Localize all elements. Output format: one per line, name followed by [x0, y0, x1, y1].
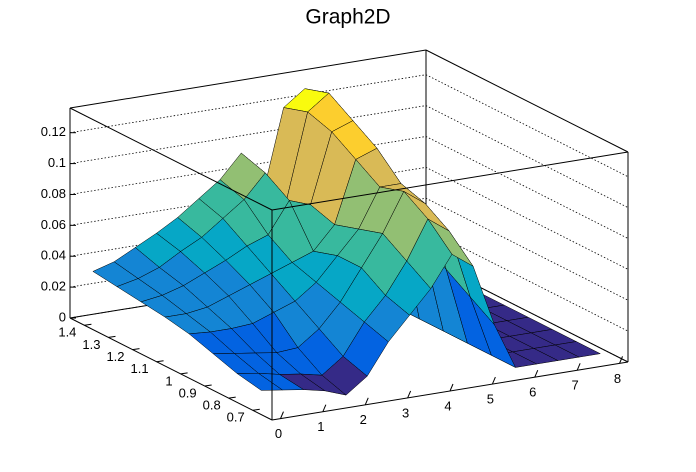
y-tick-label: 0.9	[179, 385, 197, 400]
surface-cell	[236, 372, 284, 391]
box-edge	[69, 107, 273, 211]
box-edge	[69, 317, 273, 421]
z-tick-label: 0.06	[41, 217, 66, 232]
x-tick	[619, 356, 623, 364]
z-tick-label: 0.02	[41, 279, 66, 294]
y-tick-label: 1.4	[58, 325, 76, 340]
y-tick-label: 0.7	[227, 410, 245, 425]
y-tick	[252, 408, 260, 411]
grid-line	[69, 74, 629, 178]
x-tick-label: 1	[317, 419, 324, 434]
x-tick-label: 2	[360, 412, 367, 427]
x-tick	[449, 383, 454, 392]
z-tick-label: 0	[59, 309, 66, 324]
x-tick-label: 0	[275, 426, 282, 441]
grid-line	[69, 166, 629, 270]
x-tick	[407, 390, 412, 399]
x-tick	[491, 376, 496, 385]
box-edge	[271, 151, 629, 211]
y-tick	[204, 384, 212, 387]
box-edge	[69, 49, 427, 109]
y-tick-label: 1	[165, 373, 172, 388]
z-tick-label: 0.04	[41, 248, 66, 263]
x-tick-label: 8	[614, 371, 621, 386]
y-tick	[228, 396, 236, 399]
x-tick	[280, 411, 284, 419]
x-tick-label: 4	[444, 398, 451, 413]
x-tick	[364, 397, 369, 406]
x-tick	[576, 363, 581, 371]
y-tick	[156, 360, 164, 363]
grid-line	[69, 105, 629, 208]
y-tick	[108, 335, 116, 338]
chart-title: Graph2D	[305, 6, 390, 29]
y-tick-label: 0.8	[203, 398, 221, 413]
x-tick-label: 3	[402, 405, 409, 420]
x-tick-label: 5	[487, 392, 494, 407]
y-tick	[180, 372, 188, 375]
grid-line	[69, 136, 629, 239]
box-edge	[425, 49, 629, 153]
x-tick	[322, 404, 327, 412]
x-tick-label: 7	[572, 378, 579, 393]
x-tick	[534, 369, 539, 378]
z-tick-label: 0.08	[41, 186, 66, 201]
y-tick	[84, 323, 92, 326]
x-tick-label: 6	[529, 385, 536, 400]
y-tick-label: 1.3	[82, 337, 100, 352]
y-tick	[132, 348, 140, 351]
z-tick-label: 0.1	[48, 155, 66, 170]
y-tick-label: 1.2	[106, 349, 124, 364]
z-tick-label: 0.12	[41, 124, 66, 139]
y-tick-label: 1.1	[130, 361, 148, 376]
